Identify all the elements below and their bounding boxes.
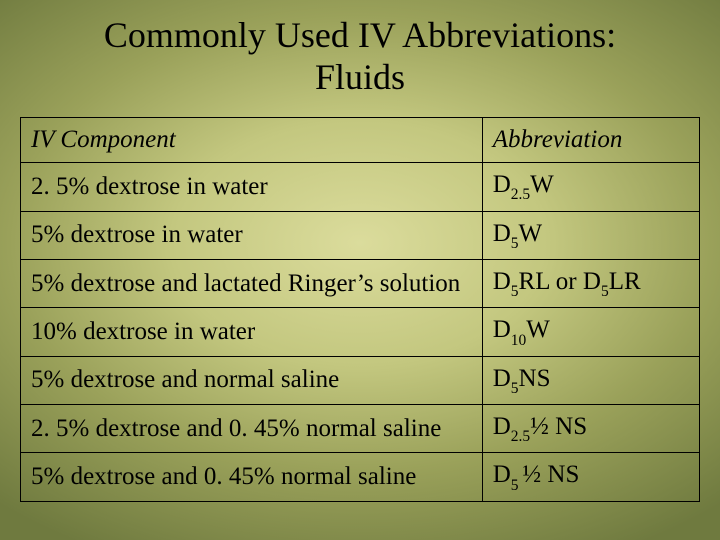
table-body: 2. 5% dextrose in waterD2.5W5% dextrose … <box>21 163 700 502</box>
title-line-2: Fluids <box>315 57 405 97</box>
slide-title: Commonly Used IV Abbreviations: Fluids <box>20 14 700 99</box>
cell-abbreviation: D5W <box>482 211 699 259</box>
cell-component: 10% dextrose in water <box>21 308 483 356</box>
col-header-component: IV Component <box>21 117 483 162</box>
cell-component: 5% dextrose in water <box>21 211 483 259</box>
cell-component: 5% dextrose and normal saline <box>21 356 483 404</box>
cell-abbreviation: D5NS <box>482 356 699 404</box>
table-row: 5% dextrose and 0. 45% normal salineD5 ½… <box>21 453 700 501</box>
table-row: 2. 5% dextrose and 0. 45% normal salineD… <box>21 405 700 453</box>
cell-component: 5% dextrose and lactated Ringer’s soluti… <box>21 259 483 307</box>
table-row: 10% dextrose in waterD10W <box>21 308 700 356</box>
cell-abbreviation: D5RL or D5LR <box>482 259 699 307</box>
abbreviations-table: IV Component Abbreviation 2. 5% dextrose… <box>20 117 700 502</box>
cell-component: 2. 5% dextrose in water <box>21 163 483 211</box>
cell-abbreviation: D10W <box>482 308 699 356</box>
cell-abbreviation: D2.5W <box>482 163 699 211</box>
col-header-abbrev: Abbreviation <box>482 117 699 162</box>
cell-component: 2. 5% dextrose and 0. 45% normal saline <box>21 405 483 453</box>
table-header-row: IV Component Abbreviation <box>21 117 700 162</box>
cell-abbreviation: D5 ½ NS <box>482 453 699 501</box>
table-row: 5% dextrose and lactated Ringer’s soluti… <box>21 259 700 307</box>
cell-component: 5% dextrose and 0. 45% normal saline <box>21 453 483 501</box>
title-line-1: Commonly Used IV Abbreviations: <box>104 15 616 55</box>
table-row: 5% dextrose and normal salineD5NS <box>21 356 700 404</box>
table-row: 5% dextrose in waterD5W <box>21 211 700 259</box>
cell-abbreviation: D2.5½ NS <box>482 405 699 453</box>
slide: Commonly Used IV Abbreviations: Fluids I… <box>0 0 720 540</box>
table-row: 2. 5% dextrose in waterD2.5W <box>21 163 700 211</box>
